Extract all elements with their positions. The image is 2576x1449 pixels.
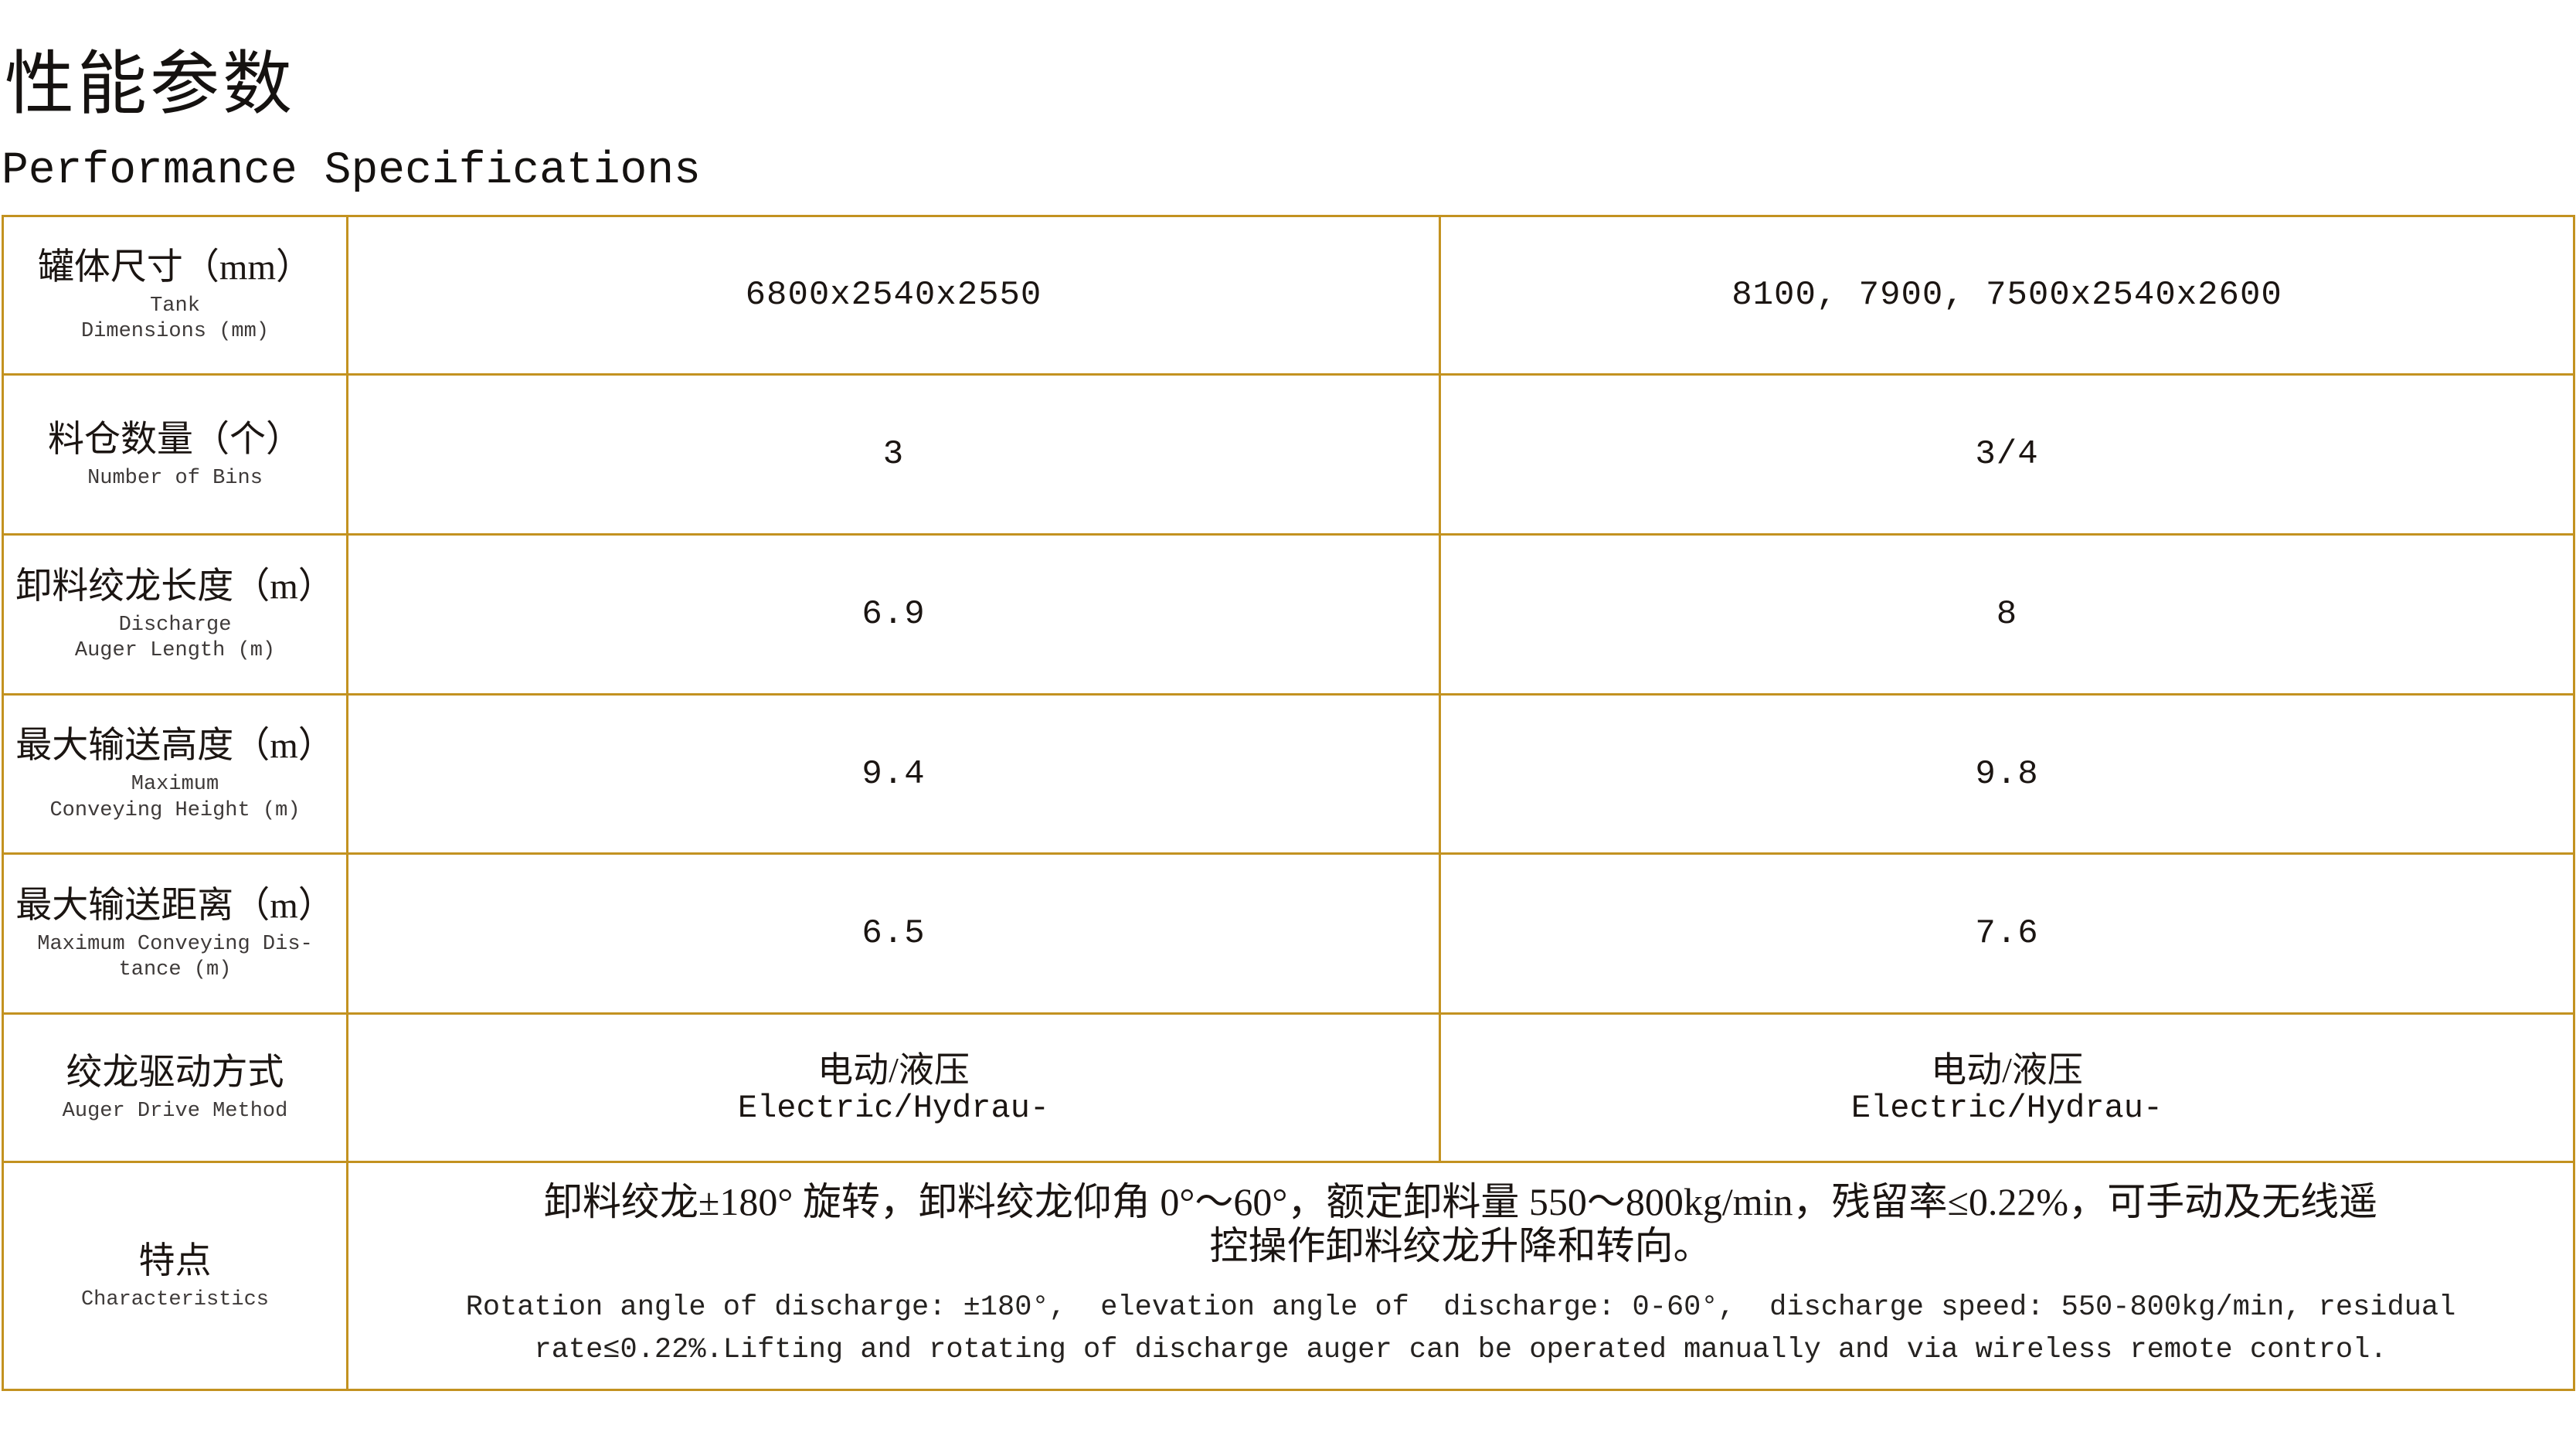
- row-label-en-line: Conveying Height (m): [49, 798, 301, 822]
- spec-value-cell: 6.9: [346, 533, 1441, 696]
- row-label-en-line: Auger Length (m): [74, 639, 276, 663]
- row-header-cell: 最大输送高度（m） Maximum Conveying Height (m): [2, 693, 348, 855]
- spec-value-cell: 8: [1439, 533, 2575, 696]
- row-label-en: Discharge Auger Length (m): [4, 613, 346, 665]
- row-label-en-line: tance (m): [118, 958, 232, 982]
- performance-spec-table: 罐体尺寸（mm） Tank Dimensions (mm) 6800x2540x…: [2, 215, 2575, 1391]
- characteristics-text-en: Rotation angle of discharge: ±180°, elev…: [348, 1287, 2573, 1372]
- drive-method-en: Electric/Hydrau-: [737, 1089, 1050, 1127]
- spec-value-cell: 3: [346, 373, 1441, 536]
- row-header-cell: 特点 Characteristics: [2, 1161, 348, 1391]
- row-label-en: Tank Dimensions (mm): [4, 294, 346, 346]
- row-label-en-line: Characteristics: [80, 1287, 270, 1311]
- spec-value-cell: 9.4: [346, 693, 1441, 855]
- spec-value-cell: 3/4: [1439, 373, 2575, 536]
- page-title: 性能参数: [5, 46, 295, 123]
- table-row-number-of-bins: 料仓数量（个） Number of Bins 3 3/4: [2, 373, 2575, 536]
- row-label-en: Maximum Conveying Dis- tance (m): [4, 932, 346, 985]
- row-label-zh: 特点: [138, 1240, 212, 1281]
- table-row-tank-dimensions: 罐体尺寸（mm） Tank Dimensions (mm) 6800x2540x…: [2, 215, 2575, 376]
- table-row-max-conveying-height: 最大输送高度（m） Maximum Conveying Height (m) 9…: [2, 693, 2575, 855]
- row-label-zh: 罐体尺寸（mm）: [37, 247, 313, 287]
- drive-method-zh: 电动/液压: [817, 1050, 970, 1090]
- table-row-characteristics: 特点 Characteristics 卸料绞龙±180° 旋转，卸料绞龙仰角 0…: [2, 1161, 2575, 1391]
- table-row-max-conveying-distance: 最大输送距离（m） Maximum Conveying Dis- tance (…: [2, 852, 2575, 1015]
- row-header-cell: 罐体尺寸（mm） Tank Dimensions (mm): [2, 215, 348, 376]
- spec-value-cell: 7.6: [1439, 852, 2575, 1015]
- row-label-zh: 最大输送高度（m）: [15, 726, 335, 767]
- spec-value-cell: 6.5: [346, 852, 1441, 1015]
- row-header-cell: 卸料绞龙长度（m） Discharge Auger Length (m): [2, 533, 348, 696]
- row-label-en-line: Tank: [150, 294, 200, 318]
- row-label-en: Characteristics: [4, 1287, 346, 1314]
- characteristics-zh-line: 控操作卸料绞龙升降和转向。: [1209, 1224, 1712, 1267]
- characteristics-cell: 卸料绞龙±180° 旋转，卸料绞龙仰角 0°～60°，额定卸料量 550～800…: [346, 1161, 2575, 1391]
- drive-method-zh: 电动/液压: [1931, 1050, 2083, 1090]
- table-row-discharge-auger-length: 卸料绞龙长度（m） Discharge Auger Length (m) 6.9…: [2, 533, 2575, 696]
- row-label-en-line: Maximum Conveying Dis-: [37, 932, 313, 956]
- characteristics-zh-line: 卸料绞龙±180° 旋转，卸料绞龙仰角 0°～60°，额定卸料量 550～800…: [543, 1180, 2378, 1223]
- row-label-en-line: Dimensions (mm): [80, 320, 270, 344]
- characteristics-en-line: Rotation angle of discharge: ±180°, elev…: [465, 1291, 2456, 1324]
- row-header-cell: 最大输送距离（m） Maximum Conveying Dis- tance (…: [2, 852, 348, 1015]
- row-header-cell: 料仓数量（个） Number of Bins: [2, 373, 348, 536]
- row-label-zh: 最大输送距离（m）: [15, 885, 335, 926]
- row-header-cell: 绞龙驱动方式 Auger Drive Method: [2, 1012, 348, 1163]
- characteristics-text-zh: 卸料绞龙±180° 旋转，卸料绞龙仰角 0°～60°，额定卸料量 550～800…: [348, 1180, 2573, 1268]
- row-label-en-line: Discharge: [118, 613, 232, 637]
- row-label-zh: 卸料绞龙长度（m）: [15, 566, 335, 607]
- page-subtitle: Performance Specifications: [2, 146, 701, 196]
- row-label-en: Auger Drive Method: [4, 1099, 346, 1125]
- spec-value-cell: 6800x2540x2550: [346, 215, 1441, 376]
- spec-value-cell: 电动/液压 Electric/Hydrau-: [346, 1012, 1441, 1163]
- row-label-en-line: Maximum: [131, 773, 219, 797]
- row-label-en: Maximum Conveying Height (m): [4, 772, 346, 825]
- row-label-en-line: Number of Bins: [87, 466, 263, 490]
- spec-value-cell: 电动/液压 Electric/Hydrau-: [1439, 1012, 2575, 1163]
- row-label-en-line: Auger Drive Method: [62, 1100, 288, 1123]
- drive-method-en: Electric/Hydrau-: [1850, 1089, 2163, 1127]
- table-row-auger-drive-method: 绞龙驱动方式 Auger Drive Method 电动/液压 Electric…: [2, 1012, 2575, 1163]
- characteristics-en-line: rate≤0.22%.Lifting and rotating of disch…: [534, 1334, 2387, 1366]
- spec-value-cell: 8100, 7900, 7500x2540x2600: [1439, 215, 2575, 376]
- row-label-en: Number of Bins: [4, 466, 346, 492]
- row-label-zh: 料仓数量（个）: [48, 419, 302, 460]
- row-label-zh: 绞龙驱动方式: [66, 1053, 284, 1094]
- spec-value-cell: 9.8: [1439, 693, 2575, 855]
